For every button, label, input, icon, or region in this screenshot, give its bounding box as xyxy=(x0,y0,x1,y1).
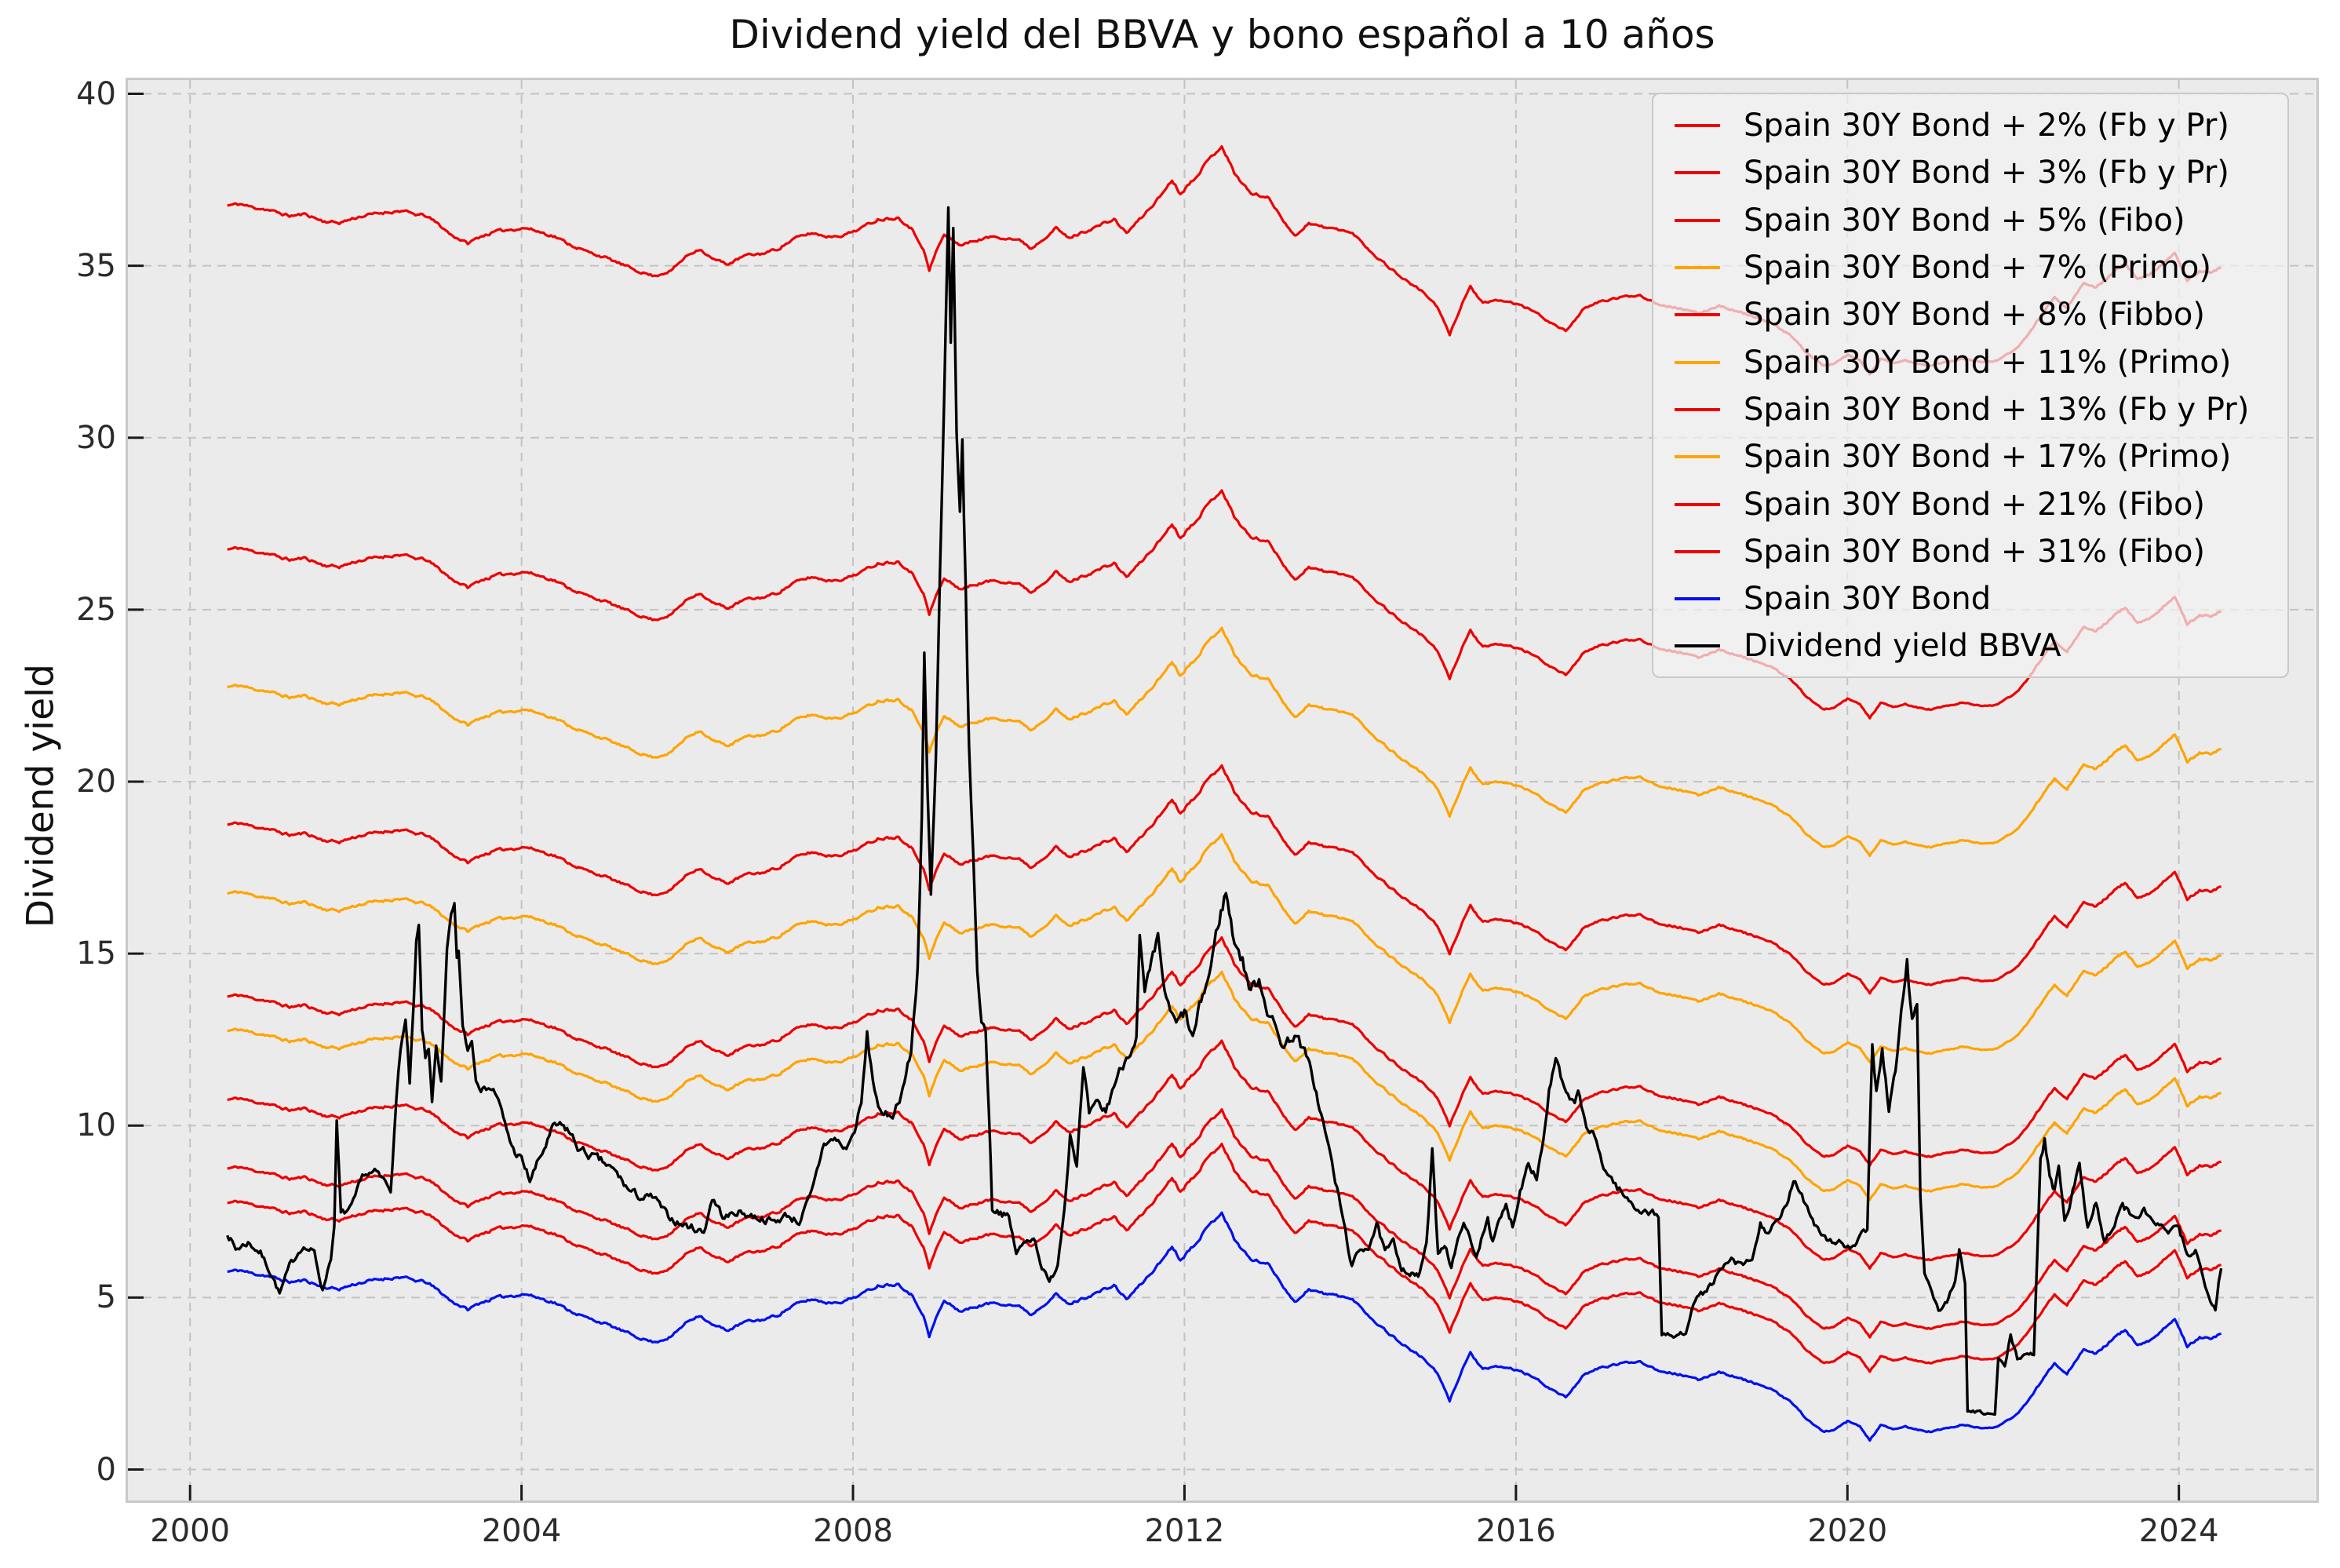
y-tick-label: 30 xyxy=(76,419,116,456)
series-line-spain-30y-bond-2-fb-y-pr- xyxy=(227,1142,2222,1373)
legend-line-swatch xyxy=(1675,171,1720,175)
legend-item: Spain 30Y Bond + 31% (Fibo) xyxy=(1653,528,2287,575)
y-tick-label: 10 xyxy=(76,1107,116,1144)
legend-item: Spain 30Y Bond + 13% (Fb y Pr) xyxy=(1653,386,2287,433)
legend-line-swatch xyxy=(1675,549,1720,553)
legend-item: Spain 30Y Bond + 3% (Fb y Pr) xyxy=(1653,149,2287,196)
legend-line-swatch xyxy=(1675,313,1720,317)
x-tick-label: 2004 xyxy=(481,1513,562,1549)
x-tick-label: 2000 xyxy=(150,1513,231,1549)
y-tick-label: 25 xyxy=(76,591,116,628)
legend-label: Spain 30Y Bond + 31% (Fibo) xyxy=(1744,533,2206,570)
legend-item: Spain 30Y Bond + 17% (Primo) xyxy=(1653,433,2287,480)
legend-item: Spain 30Y Bond + 2% (Fb y Pr) xyxy=(1653,102,2287,149)
x-tick-label: 2016 xyxy=(1475,1513,1556,1549)
y-tick-label: 0 xyxy=(96,1451,116,1488)
legend-label: Spain 30Y Bond + 2% (Fb y Pr) xyxy=(1744,108,2229,144)
chart-canvas xyxy=(128,80,2316,1501)
y-tick-label: 20 xyxy=(76,764,116,800)
series-line-spain-30y-bond-3-fb-y-pr- xyxy=(227,1108,2222,1339)
series-line-dividend-yield-bbva xyxy=(226,206,2223,1417)
legend-line-swatch xyxy=(1675,407,1720,411)
legend-line-swatch xyxy=(1675,644,1720,648)
legend-label: Spain 30Y Bond + 8% (Fibbo) xyxy=(1744,297,2205,334)
y-tick-label: 35 xyxy=(76,247,116,284)
legend-item: Spain 30Y Bond xyxy=(1653,575,2287,622)
series-line-spain-30y-bond-5-fibo- xyxy=(227,1039,2222,1271)
legend: Spain 30Y Bond + 2% (Fb y Pr) Spain 30Y B… xyxy=(1652,93,2289,678)
legend-item: Spain 30Y Bond + 8% (Fibbo) xyxy=(1653,291,2287,338)
legend-item: Spain 30Y Bond + 7% (Primo) xyxy=(1653,244,2287,291)
series-line-spain-30y-bond-17-primo- xyxy=(227,626,2222,858)
series-line-spain-30y-bond-11-primo- xyxy=(227,833,2222,1064)
legend-label: Spain 30Y Bond + 5% (Fibo) xyxy=(1744,202,2185,239)
x-tick-label: 2012 xyxy=(1144,1513,1225,1549)
legend-label: Spain 30Y Bond + 7% (Primo) xyxy=(1744,250,2211,286)
legend-line-swatch xyxy=(1675,124,1720,128)
x-tick-label: 2008 xyxy=(813,1513,893,1549)
legend-label: Spain 30Y Bond + 21% (Fibo) xyxy=(1744,486,2206,523)
legend-line-swatch xyxy=(1675,502,1720,506)
series-line-spain-30y-bond-21-fibo- xyxy=(227,489,2222,720)
legend-line-swatch xyxy=(1675,218,1720,222)
legend-item: Dividend yield BBVA xyxy=(1653,622,2287,669)
series-line-spain-30y-bond-8-fibbo- xyxy=(227,935,2222,1167)
series-line-spain-30y-bond-7-primo- xyxy=(227,970,2222,1202)
legend-item: Spain 30Y Bond + 11% (Primo) xyxy=(1653,338,2287,385)
legend-label: Dividend yield BBVA xyxy=(1744,628,2061,665)
legend-line-swatch xyxy=(1675,360,1720,364)
legend-line-swatch xyxy=(1675,597,1720,601)
legend-line-swatch xyxy=(1675,266,1720,270)
x-tick-label: 2024 xyxy=(2138,1513,2219,1549)
legend-item: Spain 30Y Bond + 5% (Fibo) xyxy=(1653,197,2287,244)
legend-label: Spain 30Y Bond + 11% (Primo) xyxy=(1744,344,2232,381)
y-tick-label: 40 xyxy=(76,75,116,112)
y-tick-label: 15 xyxy=(76,935,116,972)
legend-label: Spain 30Y Bond + 3% (Fb y Pr) xyxy=(1744,155,2229,191)
chart-title: Dividend yield del BBVA y bono español a… xyxy=(729,12,1715,57)
series-line-spain-30y-bond-13-fb-y-pr- xyxy=(227,764,2222,995)
legend-label: Spain 30Y Bond + 13% (Fb y Pr) xyxy=(1744,391,2250,428)
legend-item: Spain 30Y Bond + 21% (Fibo) xyxy=(1653,480,2287,527)
plot-area: Spain 30Y Bond + 2% (Fb y Pr) Spain 30Y B… xyxy=(126,78,2319,1503)
legend-label: Spain 30Y Bond xyxy=(1744,581,1992,618)
series-line-spain-30y-bond xyxy=(227,1211,2222,1442)
x-tick-label: 2020 xyxy=(1807,1513,1888,1549)
legend-label: Spain 30Y Bond + 17% (Primo) xyxy=(1744,439,2232,476)
legend-line-swatch xyxy=(1675,455,1720,459)
y-tick-label: 5 xyxy=(96,1279,116,1316)
